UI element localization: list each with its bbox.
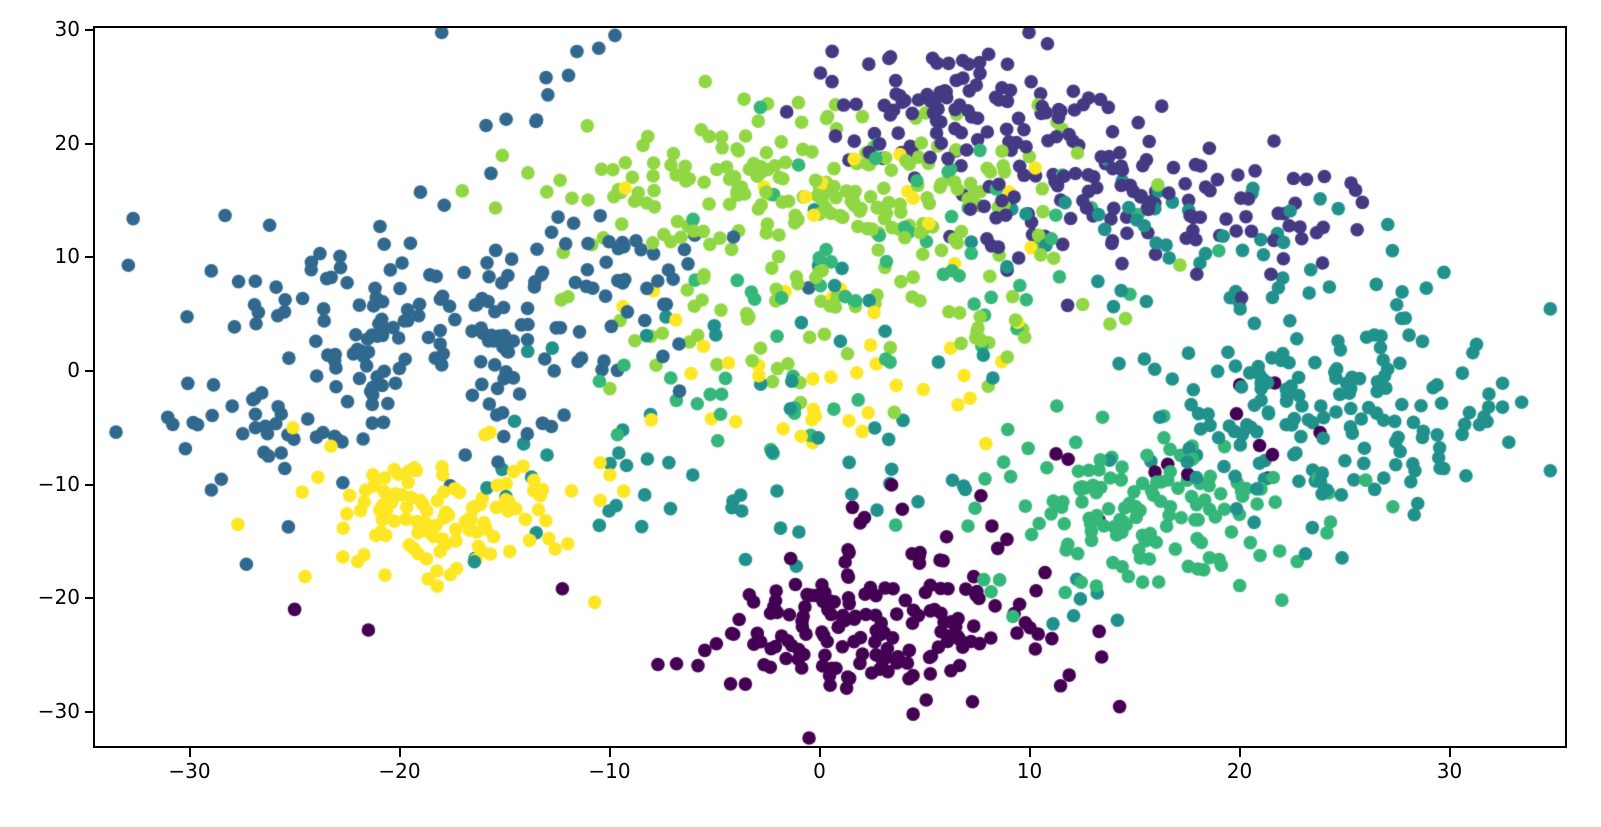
y-tick-label: 0 <box>67 357 80 382</box>
y-tick-label: −10 <box>37 471 80 496</box>
x-tick <box>1028 748 1031 757</box>
y-tick <box>85 710 94 713</box>
x-tick-label: 20 <box>1226 759 1253 783</box>
y-tick <box>85 29 94 32</box>
y-tick <box>85 256 94 259</box>
x-tick <box>1238 748 1241 757</box>
x-tick-label: 10 <box>1016 759 1043 783</box>
x-tick-label: 0 <box>813 759 826 783</box>
x-tick <box>188 748 191 757</box>
x-tick <box>1448 748 1451 757</box>
x-tick <box>608 748 611 757</box>
scatter-points-canvas <box>95 28 1565 746</box>
y-tick <box>85 370 94 373</box>
y-tick-label: 10 <box>54 244 80 269</box>
x-tick <box>818 748 821 757</box>
x-tick-label: −10 <box>588 759 631 783</box>
x-tick-label: −30 <box>168 759 211 783</box>
plot-area <box>93 26 1567 748</box>
x-tick-label: −20 <box>378 759 421 783</box>
y-tick-label: 30 <box>54 17 80 42</box>
y-tick <box>85 142 94 145</box>
y-tick <box>85 597 94 600</box>
y-tick-label: −30 <box>37 698 80 723</box>
y-tick-label: 20 <box>54 130 80 155</box>
y-tick-label: −20 <box>37 585 80 610</box>
y-tick <box>85 483 94 486</box>
x-tick <box>398 748 401 757</box>
x-tick-label: 30 <box>1436 759 1463 783</box>
